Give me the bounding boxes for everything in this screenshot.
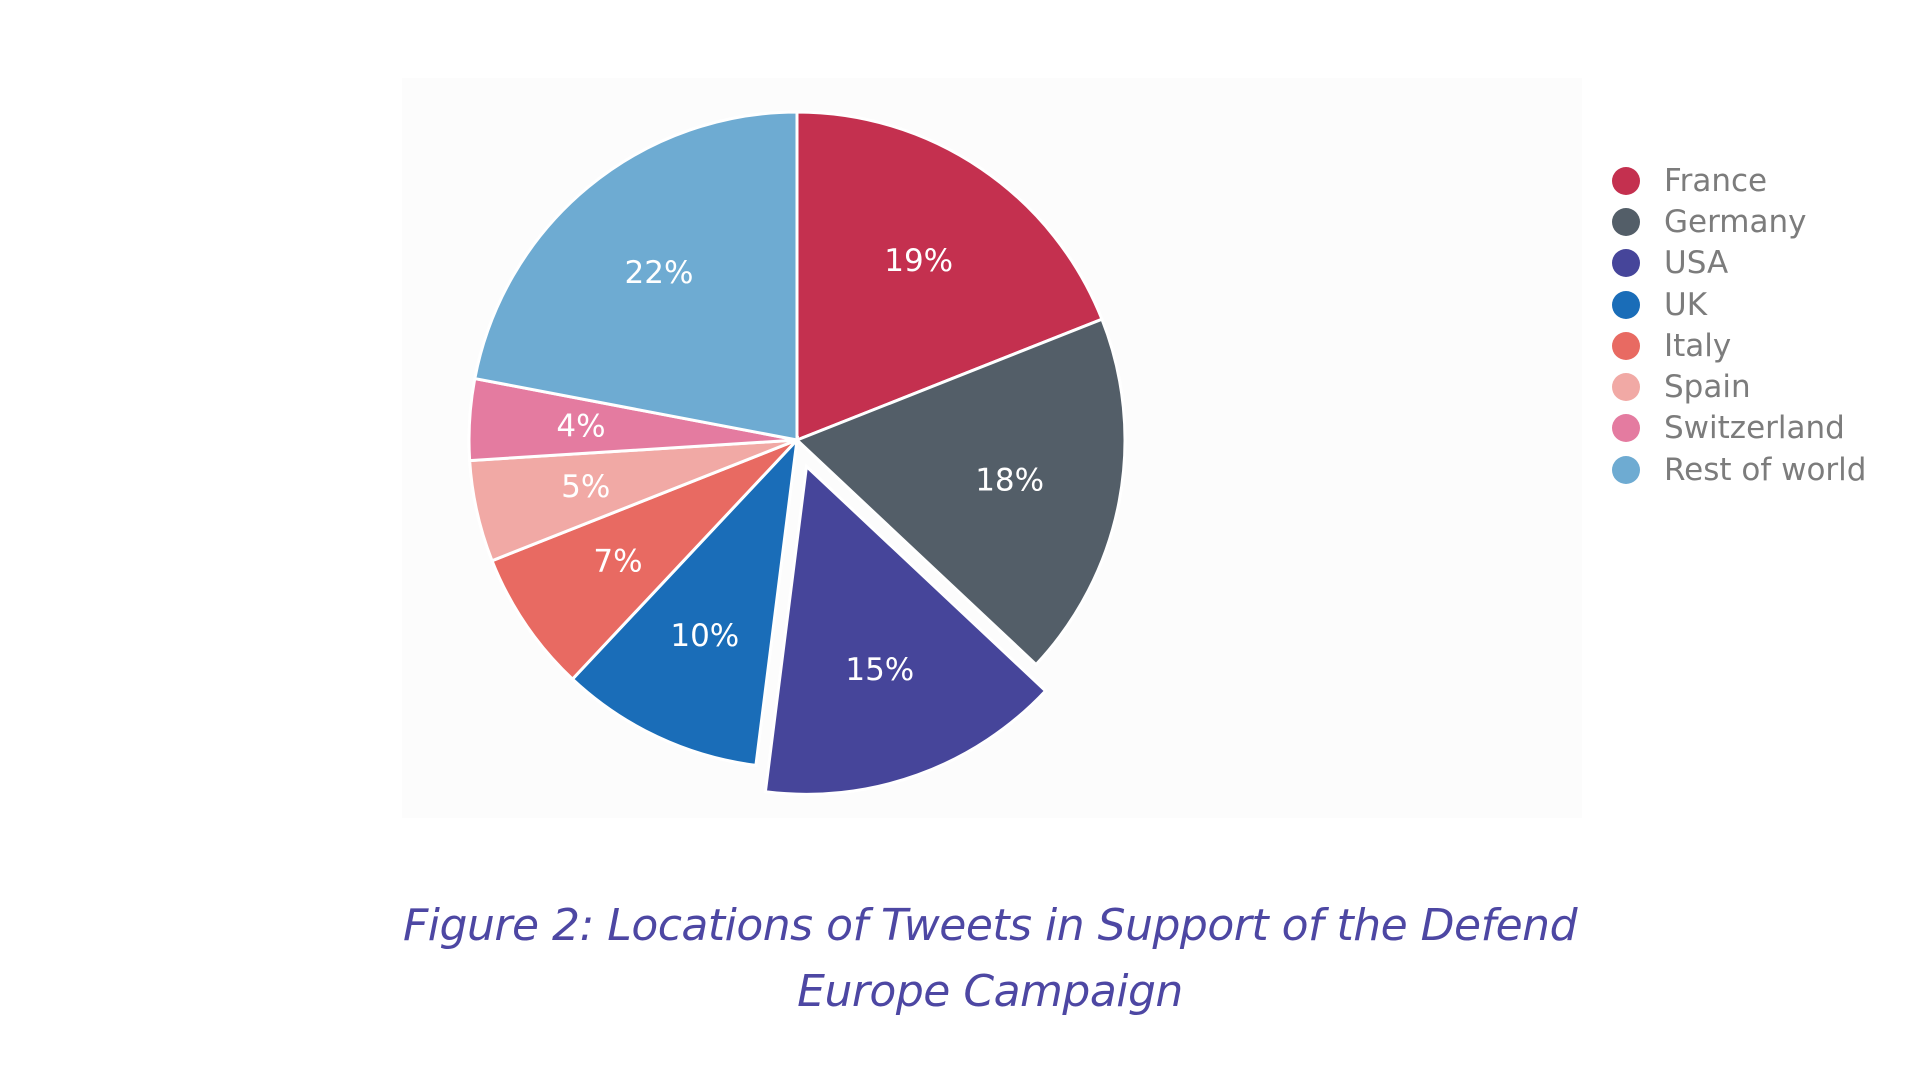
slice-label-france: 19% [884, 243, 953, 279]
legend-item-germany: Germany [1612, 201, 1920, 242]
pie-chart: 19% 18% 15% 10% 7% 5% 4% 22% [467, 110, 1127, 796]
slice-label-rest-of-world: 22% [625, 255, 694, 291]
pie-slices [467, 110, 1127, 796]
pie-slice-rest-of-world [473, 110, 799, 442]
pie-slice-usa [763, 463, 1048, 796]
legend-swatch-spain [1612, 373, 1640, 402]
slice-label-switzerland: 4% [556, 408, 605, 444]
slice-label-spain: 5% [561, 469, 610, 505]
legend-label-italy: Italy [1664, 327, 1732, 364]
legend-swatch-france [1612, 166, 1640, 195]
legend-swatch-switzerland [1612, 414, 1640, 443]
legend-label-uk: UK [1664, 286, 1708, 323]
pie-slice-germany [794, 317, 1127, 667]
slice-label-uk: 10% [670, 618, 739, 654]
legend-label-switzerland: Switzerland [1664, 410, 1845, 447]
legend-label-rest-of-world: Rest of world [1664, 451, 1867, 488]
legend-swatch-rest-of-world [1612, 455, 1640, 484]
legend-label-france: France [1664, 162, 1768, 199]
legend-item-rest-of-world: Rest of world [1612, 449, 1920, 490]
legend: France Germany USA UK Italy Spain Switze… [1612, 160, 1920, 490]
figure-caption: Figure 2: Locations of Tweets in Support… [403, 900, 1578, 1017]
legend-item-usa: USA [1612, 243, 1920, 284]
slice-label-germany: 18% [975, 463, 1044, 499]
legend-item-spain: Spain [1612, 366, 1920, 407]
pie-slice-uk [570, 435, 800, 768]
legend-swatch-italy [1612, 331, 1640, 360]
legend-label-spain: Spain [1664, 369, 1751, 406]
slice-label-usa: 15% [845, 652, 914, 688]
pie-slice-labels: 19% 18% 15% 10% 7% 5% 4% 22% [556, 243, 1044, 688]
legend-swatch-uk [1612, 290, 1640, 319]
legend-swatch-usa [1612, 249, 1640, 278]
pie-slice-france [795, 110, 1104, 443]
legend-label-usa: USA [1664, 245, 1729, 282]
pie-slice-italy [490, 438, 799, 682]
legend-swatch-germany [1612, 207, 1640, 236]
legend-item-france: France [1612, 160, 1920, 201]
legend-label-germany: Germany [1664, 203, 1807, 240]
legend-item-uk: UK [1612, 284, 1920, 325]
chart-panel: 19% 18% 15% 10% 7% 5% 4% 22% France Germany USA… [402, 78, 1866, 818]
legend-item-switzerland: Switzerland [1612, 408, 1920, 449]
legend-item-italy: Italy [1612, 325, 1920, 366]
slice-label-italy: 7% [593, 544, 642, 580]
